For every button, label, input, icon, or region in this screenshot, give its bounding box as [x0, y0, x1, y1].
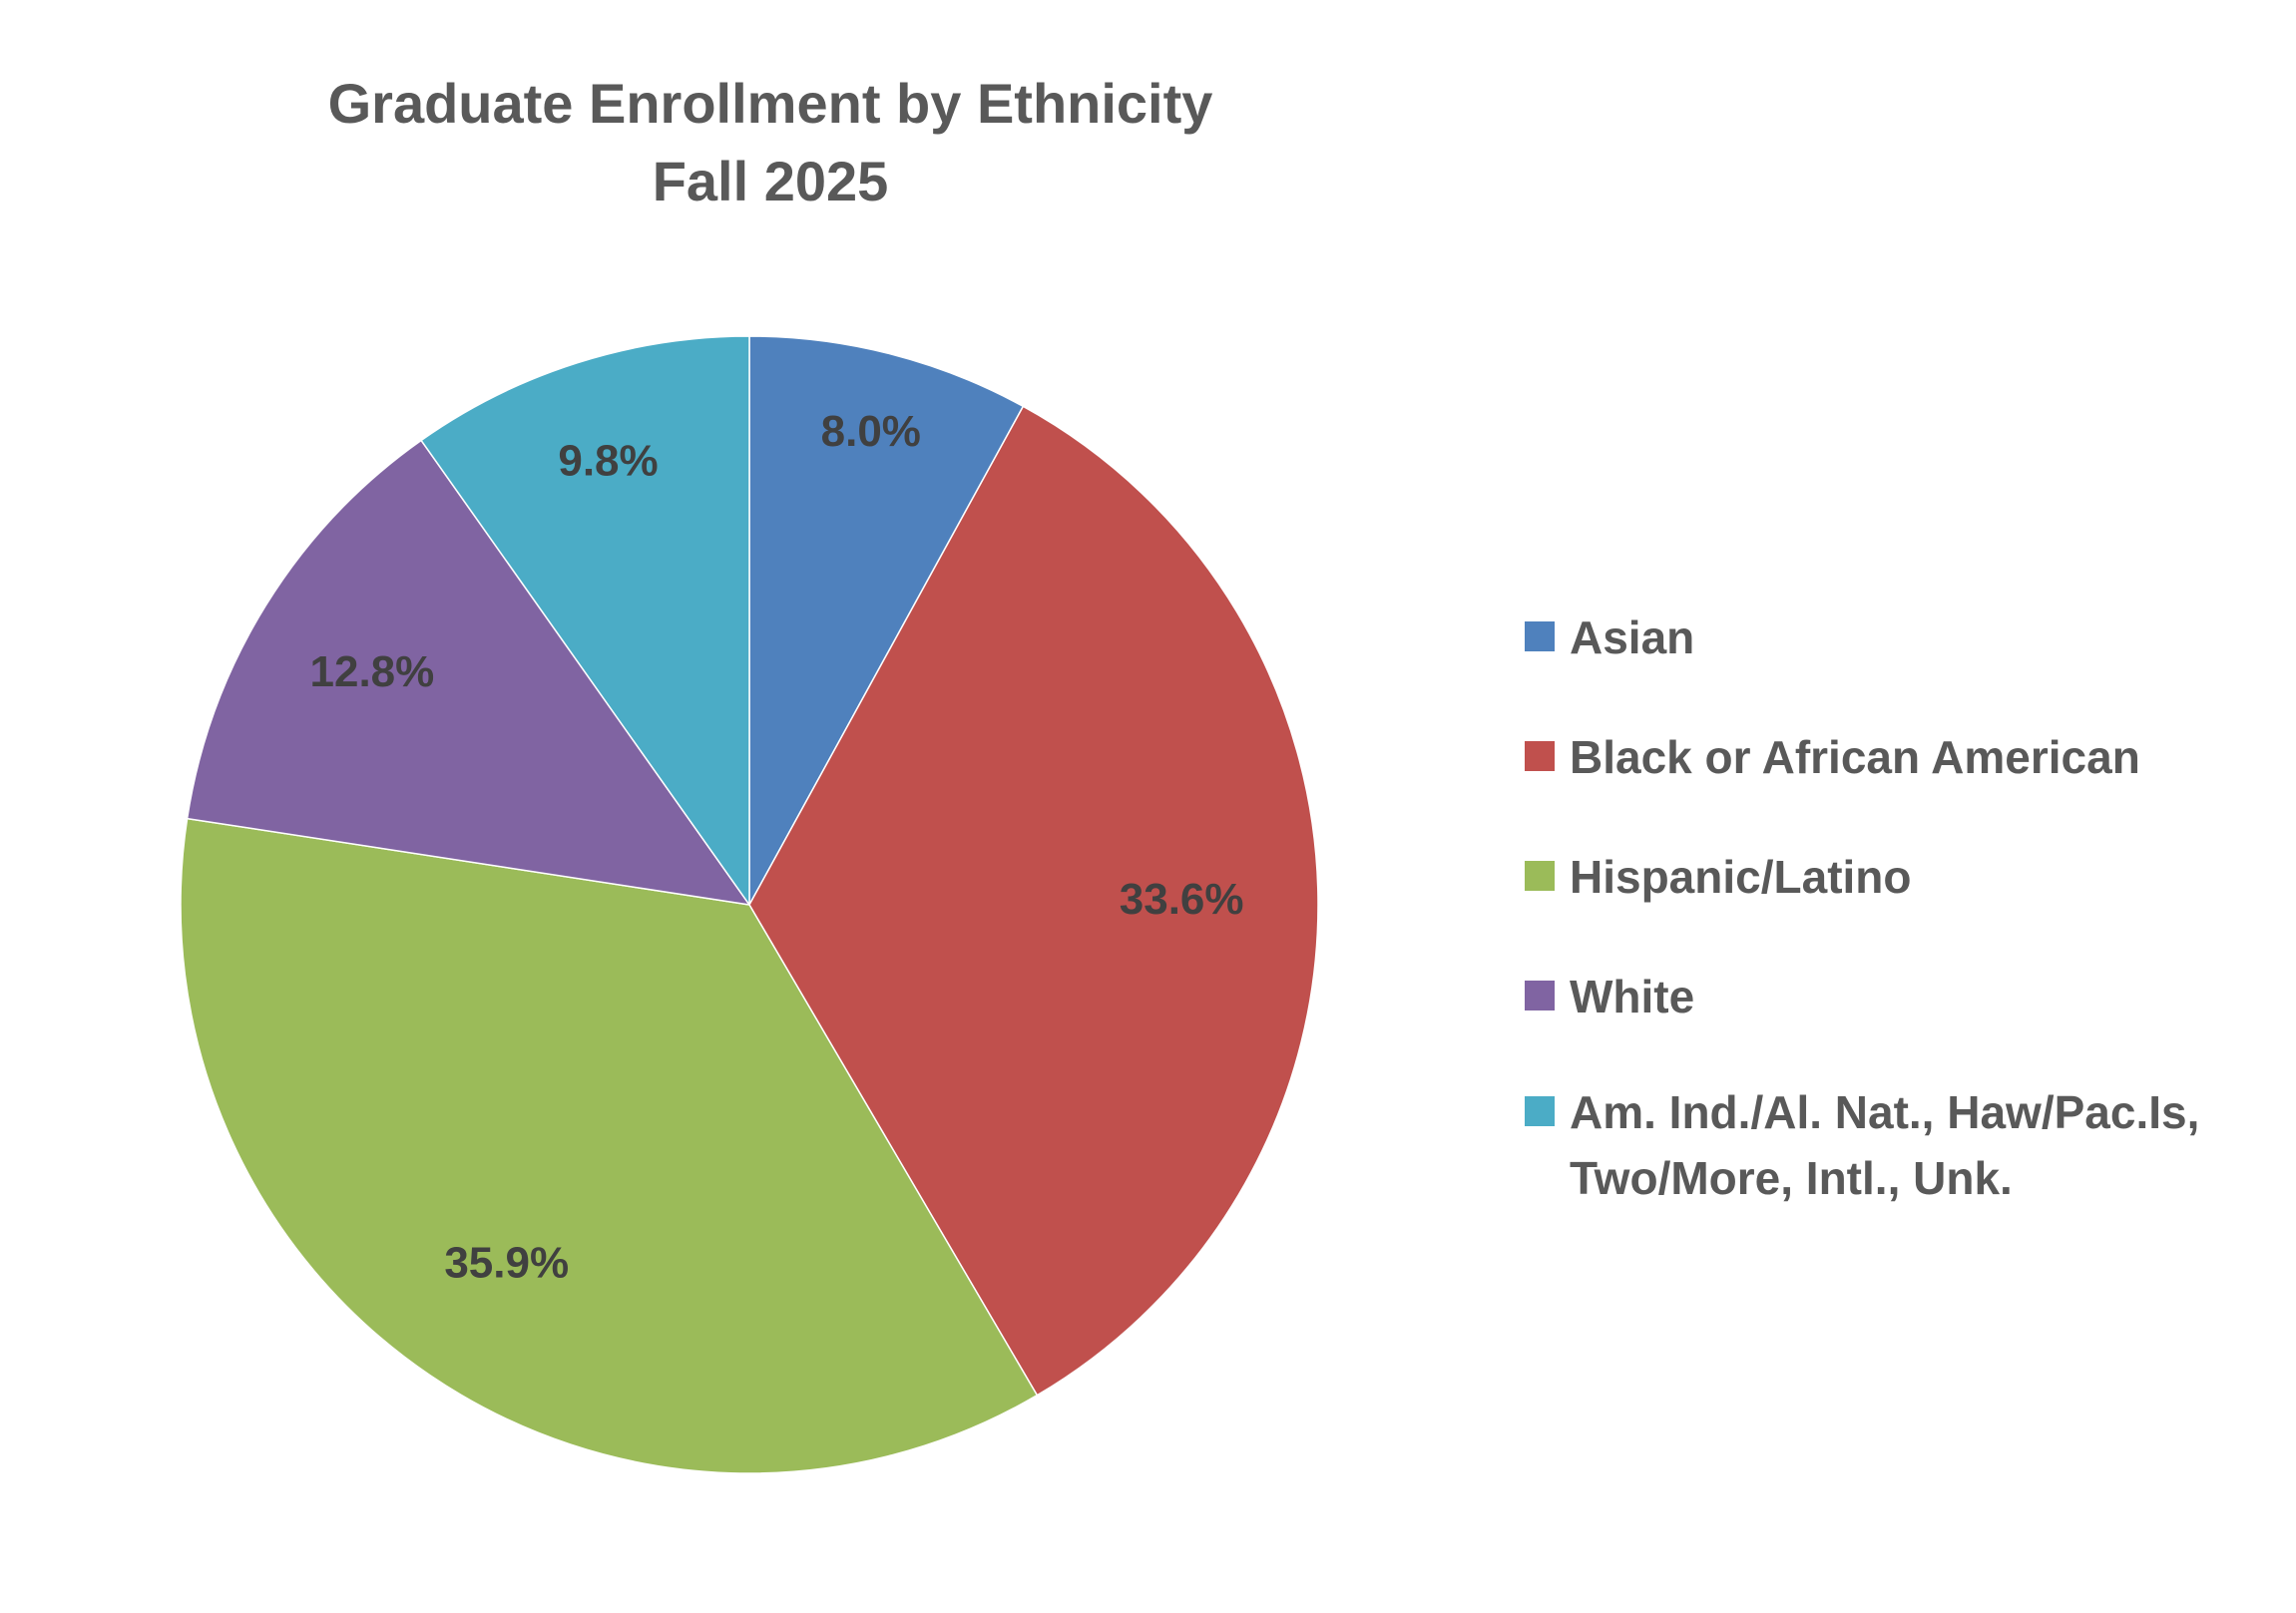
chart-title: Graduate Enrollment by Ethnicity Fall 20…	[328, 72, 1213, 212]
pie-slices	[180, 335, 1319, 1474]
legend-item: Am. Ind./Al. Nat., Haw/Pac.Is, Two/More, …	[1525, 1086, 2199, 1204]
data-label: 8.0%	[821, 407, 921, 456]
legend-swatch	[1525, 1096, 1555, 1126]
pie-slice	[180, 817, 1039, 1474]
pie-data-labels: 8.0% 33.6% 35.9% 12.8% 9.8%	[310, 407, 1244, 1287]
legend-item: Hispanic/Latino	[1525, 851, 1911, 903]
chart-legend: Asian Black or African American Hispanic/L…	[1525, 611, 2199, 1204]
data-label: 12.8%	[310, 647, 435, 696]
chart-subtitle: Fall 2025	[653, 150, 889, 212]
pie-slice	[748, 335, 1025, 906]
chart-title-line-1: Graduate Enrollment by Ethnicity	[328, 72, 1213, 135]
legend-label: Am. Ind./Al. Nat., Haw/Pac.Is,	[1570, 1086, 2199, 1138]
pie-slice	[748, 405, 1319, 1397]
pie-slice	[420, 335, 750, 906]
legend-label: Asian	[1570, 611, 1694, 663]
data-label: 9.8%	[558, 437, 658, 486]
pie-slice	[186, 439, 750, 906]
legend-item: Asian	[1525, 611, 1694, 663]
legend-swatch	[1525, 981, 1555, 1010]
legend-swatch	[1525, 861, 1555, 891]
data-label: 33.6%	[1120, 875, 1244, 924]
legend-item: Black or African American	[1525, 731, 2140, 783]
legend-item: White	[1525, 971, 1694, 1022]
data-label: 35.9%	[444, 1238, 569, 1287]
legend-swatch	[1525, 741, 1555, 771]
legend-label: Two/More, Intl., Unk.	[1570, 1152, 2013, 1204]
legend-label: Black or African American	[1570, 731, 2140, 783]
legend-label: Hispanic/Latino	[1570, 851, 1911, 903]
legend-swatch	[1525, 621, 1555, 651]
legend-label: White	[1570, 971, 1694, 1022]
